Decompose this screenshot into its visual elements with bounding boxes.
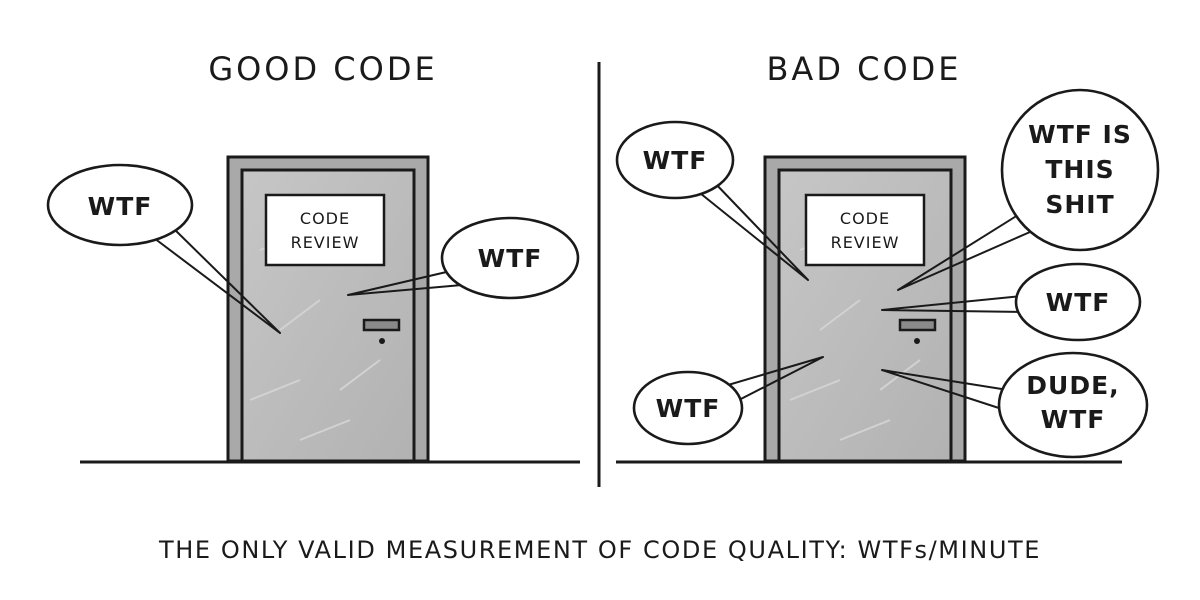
speech-bubble-bottom-right: DUDE, WTF: [881, 351, 1149, 459]
door: CODE REVIEW: [226, 155, 430, 463]
code-review-sign: [804, 193, 926, 267]
panel-good-code: GOOD CODE CODE REVIEW WTF WTF: [46, 50, 580, 464]
sign-line-1: CODE: [840, 209, 890, 228]
bubble-text: WTF: [1046, 288, 1111, 317]
bubble-text: WTF: [88, 192, 153, 221]
speech-bubble-bottom-left: WTF: [632, 356, 824, 446]
panel-title-good: GOOD CODE: [208, 50, 437, 88]
bubble-text: WTF: [656, 394, 721, 423]
code-review-sign: [264, 193, 386, 267]
door-handle: [898, 318, 937, 332]
door-handle: [362, 318, 401, 332]
sign-line-2: REVIEW: [831, 233, 900, 252]
caption: THE ONLY VALID MEASUREMENT OF CODE QUALI…: [158, 536, 1041, 564]
bubble-text-line-1: WTF IS: [1028, 120, 1132, 149]
panel-title-bad: BAD CODE: [766, 50, 961, 88]
door: CODE REVIEW: [763, 155, 967, 463]
door-keyhole: [379, 338, 385, 344]
bubble-text-line-2: THIS: [1045, 155, 1114, 184]
sign-line-1: CODE: [300, 209, 350, 228]
sign-line-2: REVIEW: [291, 233, 360, 252]
speech-bubble-top-left: WTF: [615, 120, 809, 281]
bubble-text-line-1: DUDE,: [1026, 371, 1119, 400]
panel-bad-code: BAD CODE CODE REVIEW WTF WTF IS THIS SHI…: [615, 50, 1160, 464]
speech-bubble-left: WTF: [46, 163, 281, 334]
bubble-text: WTF: [643, 146, 708, 175]
bubble-text-line-2: WTF: [1041, 405, 1106, 434]
bubble-text: WTF: [478, 244, 543, 273]
speech-bubble-middle-right: WTF: [881, 262, 1142, 342]
door-keyhole: [914, 338, 920, 344]
speech-bubble-right: WTF: [347, 216, 580, 300]
speech-bubble-top-right: WTF IS THIS SHIT: [897, 88, 1160, 291]
bubble-text-line-3: SHIT: [1045, 190, 1114, 219]
